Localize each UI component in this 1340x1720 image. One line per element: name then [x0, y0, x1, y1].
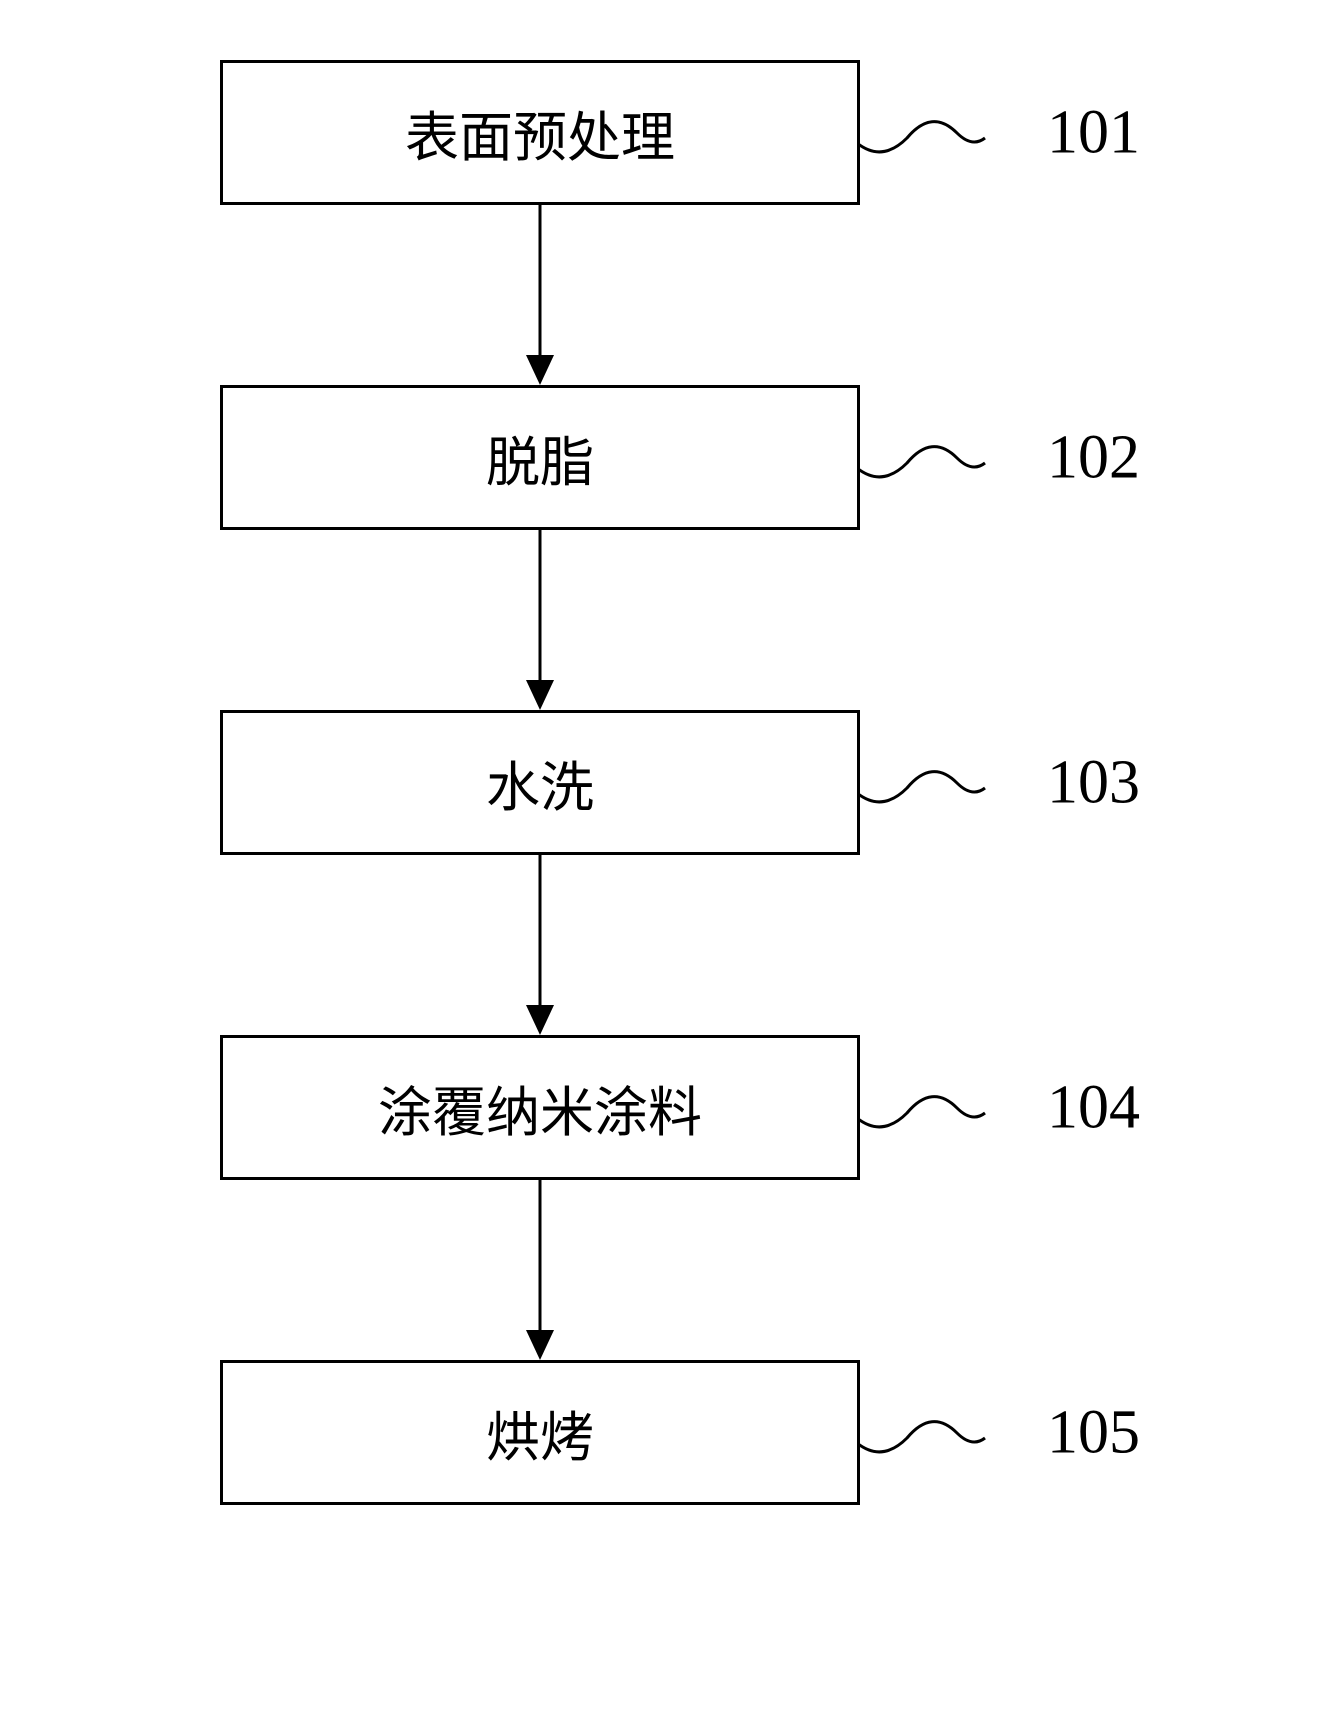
squiggle-icon	[857, 423, 987, 493]
connector-5: 105	[860, 1360, 1120, 1505]
step-box-5: 烘烤	[220, 1360, 860, 1505]
squiggle-icon	[857, 1398, 987, 1468]
step-box-2: 脱脂	[220, 385, 860, 530]
arrow-2	[220, 530, 860, 710]
arrow-down-icon	[520, 205, 560, 385]
step-text: 烘烤	[486, 1393, 594, 1472]
step-row-3: 水洗 103	[220, 710, 1120, 855]
arrow-3	[220, 855, 860, 1035]
squiggle-icon	[857, 748, 987, 818]
squiggle-icon	[857, 98, 987, 168]
connector-3: 103	[860, 710, 1120, 855]
step-label: 104	[1047, 1072, 1140, 1143]
step-label: 103	[1047, 747, 1140, 818]
step-text: 脱脂	[486, 418, 594, 497]
connector-1: 101	[860, 60, 1120, 205]
step-label: 101	[1047, 97, 1140, 168]
step-box-1: 表面预处理	[220, 60, 860, 205]
squiggle-icon	[857, 1073, 987, 1143]
step-label: 105	[1047, 1397, 1140, 1468]
connector-4: 104	[860, 1035, 1120, 1180]
arrow-1	[220, 205, 860, 385]
arrow-down-icon	[520, 1180, 560, 1360]
step-box-4: 涂覆纳米涂料	[220, 1035, 860, 1180]
step-row-5: 烘烤 105	[220, 1360, 1120, 1505]
step-box-3: 水洗	[220, 710, 860, 855]
step-text: 涂覆纳米涂料	[378, 1068, 702, 1147]
step-text: 表面预处理	[405, 93, 675, 172]
step-label: 102	[1047, 422, 1140, 493]
flowchart-container: 表面预处理 101 脱脂 102	[220, 60, 1120, 1505]
step-row-1: 表面预处理 101	[220, 60, 1120, 205]
step-text: 水洗	[486, 743, 594, 822]
connector-2: 102	[860, 385, 1120, 530]
arrow-down-icon	[520, 855, 560, 1035]
step-row-4: 涂覆纳米涂料 104	[220, 1035, 1120, 1180]
step-row-2: 脱脂 102	[220, 385, 1120, 530]
arrow-4	[220, 1180, 860, 1360]
arrow-down-icon	[520, 530, 560, 710]
